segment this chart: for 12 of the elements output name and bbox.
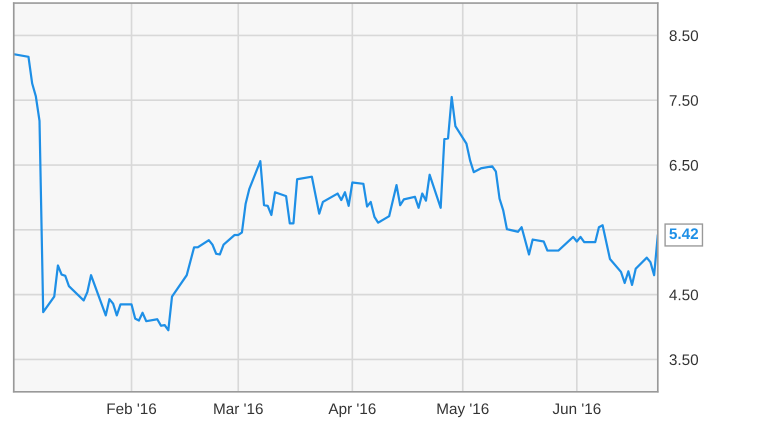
y-tick-label: 7.50 [670,95,698,106]
x-tick-label: Mar '16 [214,403,263,414]
y-tick-label: 6.50 [670,160,698,171]
y-tick-label: 8.50 [670,30,698,42]
x-tick-label: Feb '16 [108,402,156,414]
y-tick-label: 4.50 [669,289,698,300]
x-tick-label: Jun '16 [552,403,601,414]
x-tick-label: May '16 [437,403,489,418]
y-tick-label: 3.50 [670,354,698,366]
annotation: 5.42 [669,228,698,240]
x-tick-label: Apr '16 [328,403,376,418]
line-series [14,53,658,332]
